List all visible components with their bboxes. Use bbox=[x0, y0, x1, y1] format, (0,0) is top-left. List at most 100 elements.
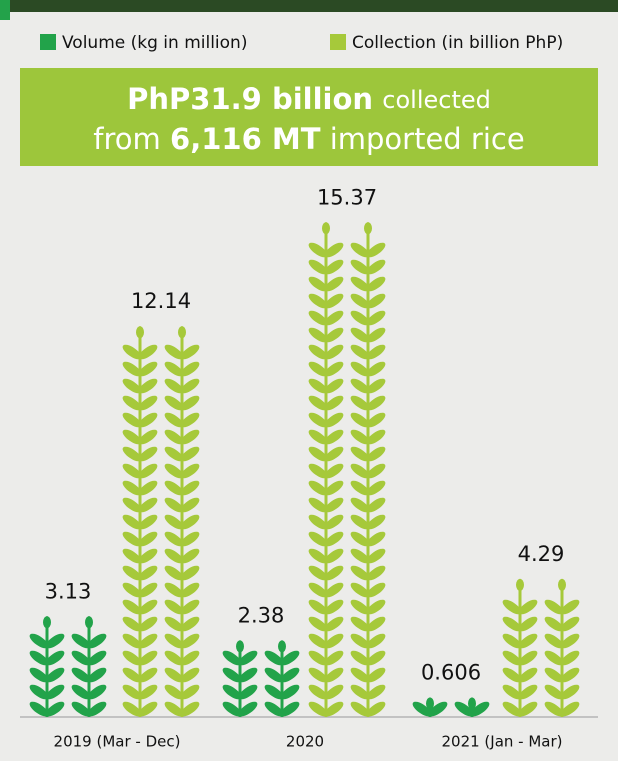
leaf bbox=[366, 310, 386, 326]
leaf bbox=[350, 276, 370, 292]
leaf bbox=[324, 616, 344, 632]
leaf bbox=[324, 633, 344, 649]
leaf bbox=[324, 667, 344, 683]
leaf bbox=[45, 684, 65, 700]
leaf bbox=[502, 701, 522, 717]
leaf bbox=[324, 378, 344, 394]
leaf bbox=[350, 565, 370, 581]
leaf bbox=[308, 616, 328, 632]
leaf bbox=[164, 599, 184, 615]
leaf bbox=[518, 667, 538, 683]
leaf bbox=[180, 701, 200, 717]
leaf bbox=[308, 395, 328, 411]
leaf bbox=[138, 565, 158, 581]
leaf bbox=[280, 667, 300, 683]
leaf bbox=[366, 616, 386, 632]
legend-swatch bbox=[40, 34, 56, 50]
leaf bbox=[122, 395, 142, 411]
leaf bbox=[518, 599, 538, 615]
leaf bbox=[180, 446, 200, 462]
leaf bbox=[518, 684, 538, 700]
leaf bbox=[324, 276, 344, 292]
leaf bbox=[544, 633, 564, 649]
leaf bbox=[366, 293, 386, 309]
leaf bbox=[29, 701, 49, 717]
leaf bbox=[180, 565, 200, 581]
leaf bbox=[122, 548, 142, 564]
leaf bbox=[164, 667, 184, 683]
leaf bbox=[138, 344, 158, 360]
leaf bbox=[138, 395, 158, 411]
leaf bbox=[308, 667, 328, 683]
leaf bbox=[280, 701, 300, 717]
leaf bbox=[138, 497, 158, 513]
leaf bbox=[366, 242, 386, 258]
leaf bbox=[560, 684, 580, 700]
leaf bbox=[560, 633, 580, 649]
tip-line bbox=[561, 578, 563, 585]
value-label: 15.37 bbox=[317, 185, 377, 209]
leaf bbox=[138, 463, 158, 479]
legend-swatch bbox=[330, 34, 346, 50]
leaf bbox=[350, 650, 370, 666]
bar bbox=[502, 578, 580, 717]
stem bbox=[518, 584, 522, 717]
leaf bbox=[308, 650, 328, 666]
tip-line bbox=[471, 697, 473, 704]
leaf bbox=[308, 344, 328, 360]
leaf bbox=[164, 480, 184, 496]
leaf bbox=[238, 701, 258, 717]
leaf bbox=[45, 633, 65, 649]
leaf bbox=[366, 429, 386, 445]
leaf bbox=[122, 667, 142, 683]
tip-line bbox=[181, 326, 183, 333]
leaf bbox=[350, 412, 370, 428]
leaf bbox=[122, 684, 142, 700]
top-bar bbox=[0, 0, 618, 12]
leaf bbox=[180, 463, 200, 479]
leaf bbox=[324, 293, 344, 309]
bar bbox=[412, 697, 490, 717]
leaf bbox=[308, 463, 328, 479]
leaf bbox=[29, 667, 49, 683]
leaf bbox=[71, 633, 91, 649]
leaf bbox=[412, 701, 432, 717]
legend-label: Volume (kg in million) bbox=[62, 33, 247, 53]
tip-line bbox=[325, 222, 327, 229]
leaf bbox=[350, 395, 370, 411]
leaf bbox=[122, 599, 142, 615]
leaf bbox=[502, 667, 522, 683]
leaf bbox=[350, 259, 370, 275]
leaf bbox=[366, 480, 386, 496]
leaf bbox=[180, 344, 200, 360]
leaf bbox=[264, 701, 284, 717]
value-label: 12.14 bbox=[131, 289, 191, 313]
leaf bbox=[324, 412, 344, 428]
leaf bbox=[138, 701, 158, 717]
leaf bbox=[71, 684, 91, 700]
value-label: 4.29 bbox=[518, 542, 565, 566]
leaf bbox=[180, 531, 200, 547]
leaf bbox=[366, 344, 386, 360]
leaf bbox=[180, 684, 200, 700]
stem bbox=[560, 584, 564, 717]
leaf bbox=[238, 667, 258, 683]
leaf bbox=[350, 293, 370, 309]
leaf bbox=[350, 599, 370, 615]
leaf bbox=[324, 259, 344, 275]
leaf bbox=[324, 548, 344, 564]
leaf bbox=[138, 633, 158, 649]
leaf bbox=[180, 616, 200, 632]
leaf bbox=[544, 616, 564, 632]
leaf bbox=[308, 582, 328, 598]
leaf bbox=[164, 378, 184, 394]
leaf bbox=[366, 259, 386, 275]
stem bbox=[428, 703, 432, 717]
leaf bbox=[366, 395, 386, 411]
leaf bbox=[138, 378, 158, 394]
value-label: 0.606 bbox=[421, 660, 481, 684]
leaf bbox=[122, 701, 142, 717]
leaf bbox=[324, 565, 344, 581]
leaf bbox=[366, 276, 386, 292]
